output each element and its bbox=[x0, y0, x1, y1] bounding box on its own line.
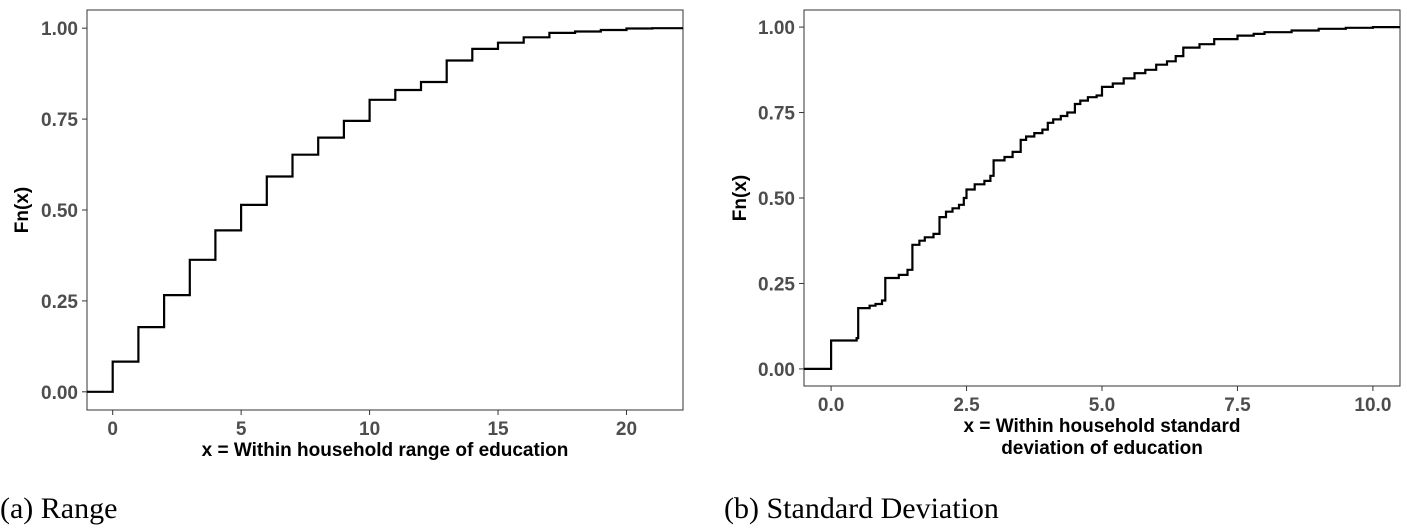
x-tick-label: 0.0 bbox=[818, 395, 844, 416]
x-axis-title: x = Within household range of education bbox=[202, 440, 569, 461]
x-tick-label: 10 bbox=[359, 419, 380, 440]
x-tick-label: 7.5 bbox=[1224, 395, 1251, 416]
y-axis: 0.00 0.25 0.50 0.75 1.00 bbox=[41, 19, 87, 404]
x-tick-label: 20 bbox=[616, 419, 637, 440]
panel-caption: (b) Standard Deviation bbox=[724, 492, 999, 525]
x-axis-title-line: x = Within household range of education bbox=[202, 440, 569, 461]
y-tick-label: 0.25 bbox=[41, 292, 78, 313]
ecdf-step-line bbox=[804, 26, 1400, 370]
y-axis-title: Fn(x) bbox=[730, 175, 751, 221]
y-tick-label: 0.75 bbox=[758, 104, 795, 125]
panel-caption: (a) Range bbox=[0, 492, 117, 525]
x-tick-label: 5.0 bbox=[1089, 395, 1115, 416]
x-tick-label: 2.5 bbox=[953, 395, 980, 416]
y-tick-label: 0.25 bbox=[758, 274, 795, 295]
y-tick-label: 1.00 bbox=[41, 19, 78, 40]
y-tick-label: 0.50 bbox=[41, 201, 78, 222]
x-tick-label: 0 bbox=[107, 419, 118, 440]
x-axis-title-line: deviation of education bbox=[1001, 438, 1203, 459]
x-axis-title-line: x = Within household standard bbox=[964, 416, 1241, 437]
x-tick-label: 10.0 bbox=[1354, 395, 1391, 416]
y-axis-title: Fn(x) bbox=[12, 187, 33, 233]
y-tick-label: 0.00 bbox=[758, 360, 795, 381]
sd-ecdf-panel: 0.00 0.25 0.50 0.75 1.00 0.0 2.5 5.0 7.5 10.0 x … bbox=[724, 9, 1401, 525]
x-axis: 0 5 10 15 20 bbox=[107, 410, 637, 440]
y-tick-label: 0.50 bbox=[758, 189, 795, 210]
range-ecdf-panel: 0.00 0.25 0.50 0.75 1.00 0 5 10 15 20 x = Within… bbox=[0, 9, 684, 525]
x-tick-label: 5 bbox=[236, 419, 247, 440]
x-axis: 0.0 2.5 5.0 7.5 10.0 bbox=[818, 386, 1391, 416]
plot-panel-frame bbox=[803, 9, 1401, 387]
y-axis: 0.00 0.25 0.50 0.75 1.00 bbox=[758, 18, 804, 381]
x-axis-title: x = Within household standard deviation o… bbox=[964, 416, 1241, 459]
y-tick-label: 0.00 bbox=[41, 383, 78, 404]
ecdf-step-line bbox=[87, 27, 683, 393]
plot-panel-frame bbox=[86, 9, 684, 411]
y-tick-label: 0.75 bbox=[41, 110, 78, 131]
y-tick-label: 1.00 bbox=[758, 18, 795, 39]
x-tick-label: 15 bbox=[487, 419, 509, 440]
